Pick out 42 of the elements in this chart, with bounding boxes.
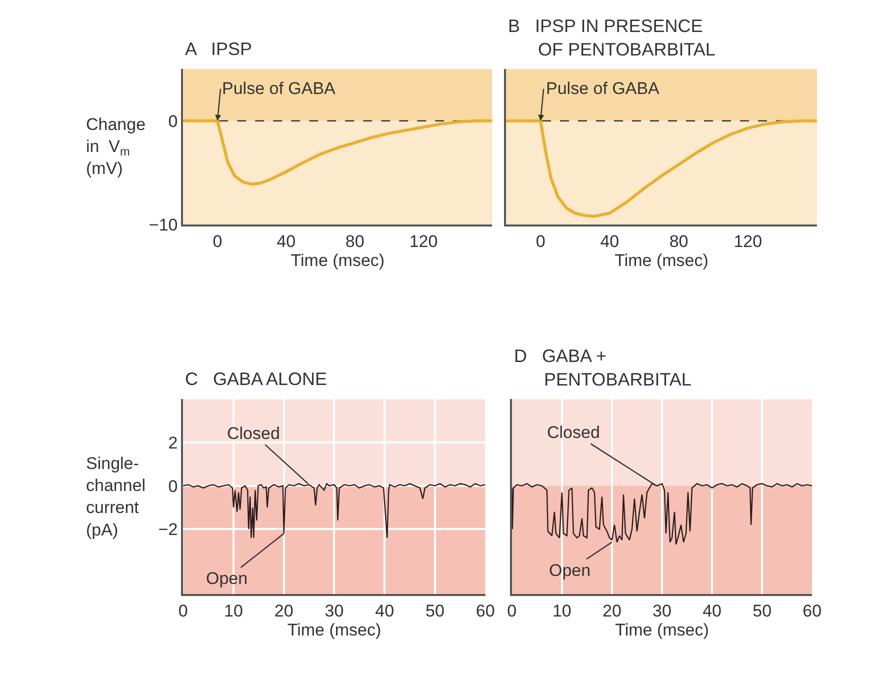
annotation: Open — [206, 569, 248, 588]
x-axis-title: Time (msec) — [287, 620, 382, 640]
x-tick-label: 30 — [324, 602, 344, 621]
x-axis-title: Time (msec) — [614, 251, 708, 270]
x-tick-label: 40 — [600, 232, 620, 252]
annotation: Open — [549, 561, 591, 580]
x-axis-title: Time (msec) — [615, 620, 709, 640]
x-tick-label: 120 — [409, 232, 438, 252]
y-axis-title: Single- channel current (pA) — [86, 454, 146, 540]
chart-title: B IPSP IN PRESENCE OF PENTOBARBITAL — [508, 16, 716, 60]
x-tick-label: 40 — [702, 602, 722, 621]
x-tick-label: 60 — [476, 602, 495, 621]
annotation: Closed — [547, 423, 600, 442]
x-tick-label: 30 — [652, 602, 672, 621]
y-tick-label: 0 — [168, 112, 178, 131]
x-tick-label: 20 — [602, 602, 622, 621]
x-tick-label: 80 — [345, 232, 364, 252]
x-tick-label: 50 — [752, 602, 772, 621]
x-tick-label: 0 — [536, 232, 546, 252]
x-axis-title: Time (msec) — [290, 251, 385, 270]
chart-title: C GABA ALONE — [185, 369, 328, 389]
x-tick-label: 40 — [276, 232, 296, 252]
y-tick-label: −2 — [158, 520, 178, 540]
x-tick-label: 40 — [375, 602, 394, 621]
annotation: Pulse of GABA — [222, 79, 336, 98]
x-tick-label: 120 — [734, 232, 762, 252]
x-tick-label: 10 — [552, 602, 572, 621]
y-axis-title: Change in V$_{m}$ (mV) — [86, 115, 146, 178]
x-tick-label: 10 — [224, 602, 243, 621]
x-tick-label: 0 — [212, 232, 222, 252]
chart-title: A IPSP — [185, 39, 252, 59]
x-tick-label: 50 — [426, 602, 444, 621]
x-tick-label: 20 — [274, 602, 294, 621]
chart-title: D GABA + PENTOBARBITAL — [514, 346, 692, 390]
y-tick-label: 2 — [168, 433, 178, 452]
y-tick-label: 0 — [168, 476, 178, 496]
x-tick-label: 0 — [507, 602, 517, 621]
x-tick-label: 80 — [669, 232, 688, 252]
annotation: Pulse of GABA — [546, 79, 660, 98]
y-tick-label: −10 — [148, 216, 178, 235]
annotation: Closed — [227, 424, 280, 443]
x-tick-label: 60 — [802, 602, 822, 621]
